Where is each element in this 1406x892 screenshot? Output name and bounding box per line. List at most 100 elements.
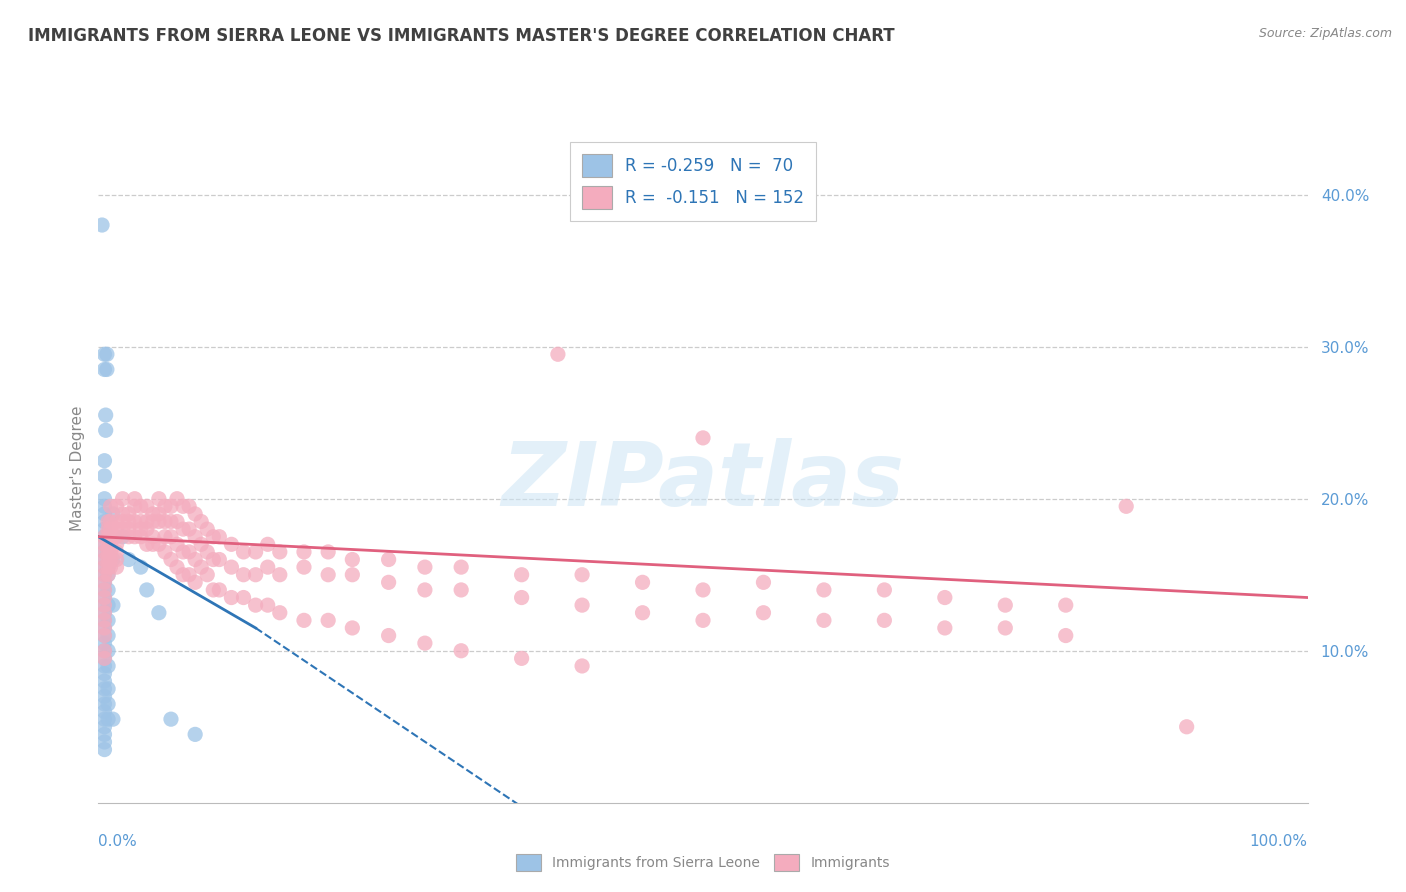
Point <box>105 545 128 559</box>
Point <box>111 530 134 544</box>
Point <box>94 423 117 437</box>
Point <box>994 598 1017 612</box>
Point <box>93 705 115 719</box>
Point <box>97 567 120 582</box>
Point <box>93 651 115 665</box>
Point <box>190 515 212 529</box>
Point <box>153 515 176 529</box>
Point <box>93 674 115 689</box>
Point <box>93 537 115 551</box>
Point <box>93 659 115 673</box>
Point <box>97 537 120 551</box>
Point <box>221 591 243 605</box>
Point <box>1115 500 1137 514</box>
Point <box>177 567 201 582</box>
Point <box>160 500 183 514</box>
Y-axis label: Master's Degree: Master's Degree <box>69 406 84 531</box>
Point <box>377 628 399 642</box>
Point <box>93 606 115 620</box>
Point <box>256 598 278 612</box>
Point <box>93 606 115 620</box>
Point <box>93 742 115 756</box>
Point <box>873 613 896 627</box>
Point <box>97 697 120 711</box>
Point <box>135 582 157 597</box>
Point <box>93 362 115 376</box>
Point <box>166 491 188 506</box>
Text: Source: ZipAtlas.com: Source: ZipAtlas.com <box>1258 27 1392 40</box>
Point <box>96 362 118 376</box>
Point <box>377 552 399 566</box>
Point <box>692 582 714 597</box>
Point <box>93 560 115 574</box>
Point <box>100 515 122 529</box>
Point <box>184 530 207 544</box>
Point <box>93 507 115 521</box>
Point <box>413 582 436 597</box>
Legend: Immigrants from Sierra Leone, Immigrants: Immigrants from Sierra Leone, Immigrants <box>510 848 896 876</box>
Point <box>292 545 315 559</box>
Point <box>547 347 569 361</box>
Point <box>124 491 146 506</box>
Point <box>93 582 115 597</box>
Point <box>184 575 207 590</box>
Text: 100.0%: 100.0% <box>1250 834 1308 849</box>
Point <box>97 545 120 559</box>
Point <box>413 560 436 574</box>
Point <box>100 537 122 551</box>
Point <box>100 552 122 566</box>
Point <box>692 613 714 627</box>
Point <box>190 537 212 551</box>
Point <box>93 515 115 529</box>
Point <box>97 530 120 544</box>
Point <box>118 515 141 529</box>
Point <box>93 347 115 361</box>
Point <box>105 515 128 529</box>
Point <box>93 530 115 544</box>
Point <box>97 545 120 559</box>
Point <box>208 582 231 597</box>
Point <box>93 628 115 642</box>
Point <box>93 575 115 590</box>
Point <box>571 567 593 582</box>
Point <box>450 582 472 597</box>
Point <box>135 515 157 529</box>
Point <box>93 666 115 681</box>
Point <box>100 500 122 514</box>
Point <box>93 598 115 612</box>
Point <box>93 575 115 590</box>
Point <box>269 567 291 582</box>
Point <box>100 530 122 544</box>
Point <box>153 500 176 514</box>
Point <box>93 591 115 605</box>
Point <box>93 537 115 551</box>
Point <box>292 613 315 627</box>
Point <box>135 522 157 536</box>
Point <box>221 537 243 551</box>
Point <box>232 545 254 559</box>
Legend: R = -0.259   N =  70, R =  -0.151   N = 152: R = -0.259 N = 70, R = -0.151 N = 152 <box>569 142 815 221</box>
Point <box>1175 720 1198 734</box>
Point <box>111 522 134 536</box>
Point <box>190 560 212 574</box>
Point <box>177 500 201 514</box>
Point <box>245 545 267 559</box>
Point <box>93 545 115 559</box>
Point <box>93 545 115 559</box>
Point <box>129 530 152 544</box>
Point <box>97 659 120 673</box>
Point <box>105 500 128 514</box>
Point <box>100 560 122 574</box>
Point <box>166 560 188 574</box>
Point <box>100 545 122 559</box>
Point <box>342 567 364 582</box>
Point <box>342 621 364 635</box>
Point <box>166 537 188 551</box>
Point <box>142 507 165 521</box>
Point <box>316 567 339 582</box>
Point <box>510 651 533 665</box>
Point <box>129 500 152 514</box>
Point <box>93 712 115 726</box>
Point <box>93 567 115 582</box>
Point <box>153 530 176 544</box>
